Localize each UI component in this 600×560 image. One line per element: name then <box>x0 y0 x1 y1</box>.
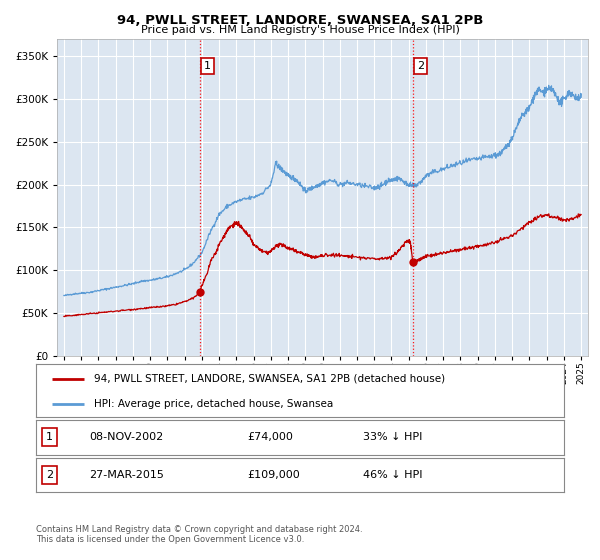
Text: 1: 1 <box>204 61 211 71</box>
Text: 94, PWLL STREET, LANDORE, SWANSEA, SA1 2PB: 94, PWLL STREET, LANDORE, SWANSEA, SA1 2… <box>117 14 483 27</box>
Text: 08-NOV-2002: 08-NOV-2002 <box>89 432 163 442</box>
Text: HPI: Average price, detached house, Swansea: HPI: Average price, detached house, Swan… <box>94 399 334 409</box>
Text: £109,000: £109,000 <box>247 470 300 480</box>
Text: 46% ↓ HPI: 46% ↓ HPI <box>364 470 423 480</box>
Text: 1: 1 <box>46 432 53 442</box>
Text: Price paid vs. HM Land Registry's House Price Index (HPI): Price paid vs. HM Land Registry's House … <box>140 25 460 35</box>
Text: 33% ↓ HPI: 33% ↓ HPI <box>364 432 423 442</box>
Text: 27-MAR-2015: 27-MAR-2015 <box>89 470 164 480</box>
Text: 2: 2 <box>46 470 53 480</box>
Text: 2: 2 <box>417 61 424 71</box>
Text: £74,000: £74,000 <box>247 432 293 442</box>
Text: 94, PWLL STREET, LANDORE, SWANSEA, SA1 2PB (detached house): 94, PWLL STREET, LANDORE, SWANSEA, SA1 2… <box>94 374 445 384</box>
Text: Contains HM Land Registry data © Crown copyright and database right 2024.
This d: Contains HM Land Registry data © Crown c… <box>36 525 362 544</box>
